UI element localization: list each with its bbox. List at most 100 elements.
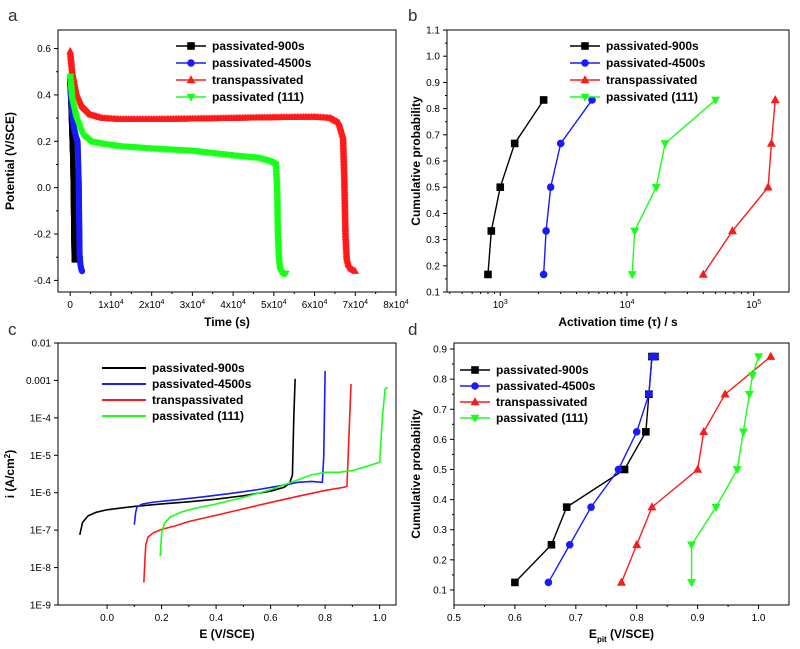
legend-marker xyxy=(470,397,480,406)
data-point xyxy=(496,183,505,191)
data-point xyxy=(487,227,496,235)
legend-marker xyxy=(580,93,590,102)
legend-label: passivated-4500s xyxy=(152,377,252,391)
legend: passivated-900s passivated-4500s transpass… xyxy=(460,363,596,425)
data-point xyxy=(642,428,650,436)
y-tick-label: 0.5 xyxy=(426,183,440,194)
x-tick-label: 104 xyxy=(619,299,634,311)
data-point xyxy=(754,353,764,362)
x-axis-label: E (V/SCE) xyxy=(199,627,254,641)
y-axis-ticks: 0.6 0.4 0.2 0.0 -0.2 -0.4 xyxy=(34,44,58,287)
x-tick-label: 0.4 xyxy=(209,613,223,624)
legend-label: passivated-4500s xyxy=(212,56,312,70)
series-line xyxy=(631,99,716,275)
x-tick-label: 0.9 xyxy=(691,613,705,624)
series-passivated-900s xyxy=(79,378,296,535)
x-tick-label: 105 xyxy=(746,299,761,311)
y-tick-label: 0.1 xyxy=(433,585,447,596)
y-axis-label: i (A/cm2) xyxy=(3,450,17,498)
data-point xyxy=(511,578,519,587)
data-point xyxy=(587,503,595,511)
y-tick-label: 0.1 xyxy=(426,288,440,299)
y-tick-label: 0.6 xyxy=(433,435,447,446)
x-tick-label: 6x104 xyxy=(302,299,328,311)
legend-label: transpassivated xyxy=(606,73,697,87)
legend-entry: transpassivated xyxy=(176,73,303,87)
y-tick-label: 0.5 xyxy=(433,465,447,476)
legend-marker xyxy=(471,366,479,374)
data-point xyxy=(542,227,550,235)
data-point xyxy=(484,270,492,279)
series-passivated-4500s xyxy=(544,352,659,587)
legend-marker xyxy=(470,414,480,423)
legend-entry: passivated-900s xyxy=(460,363,589,377)
plot-frame xyxy=(57,342,397,606)
x-tick-label: 8x104 xyxy=(383,299,409,311)
series-passivated-4500s xyxy=(133,370,326,525)
y-tick-label: 0.3 xyxy=(433,525,447,536)
series-passivated-900s xyxy=(484,96,548,279)
x-axis-ticks: 103 104 105 xyxy=(449,292,761,311)
y-tick-label: 0.8 xyxy=(426,104,440,115)
y-axis-ticks: 0.9 0.8 0.7 0.6 0.5 0.4 0.3 0.2 0.1 xyxy=(433,345,454,596)
x-tick-label: 4x104 xyxy=(220,299,246,311)
legend-label: passivated-900s xyxy=(606,39,699,53)
legend-label: passivated-4500s xyxy=(496,379,596,393)
x-tick-label: 1.0 xyxy=(752,613,766,624)
x-tick-label: 0.8 xyxy=(630,613,644,624)
data-point xyxy=(738,428,748,437)
x-tick-label: 0.8 xyxy=(318,613,332,624)
y-tick-label: 1E-8 xyxy=(30,563,52,574)
plot-area xyxy=(511,351,776,588)
data-point xyxy=(282,270,290,278)
legend-entry: passivated-4500s xyxy=(102,377,252,391)
y-tick-label: 1E-5 xyxy=(30,451,52,462)
panel-letter: b xyxy=(408,6,417,25)
data-point xyxy=(617,577,626,586)
data-point xyxy=(698,269,708,278)
legend-entry: passivated-900s xyxy=(570,39,699,53)
legend: passivated-900s passivated-4500s transpass… xyxy=(570,39,706,104)
data-point xyxy=(651,352,659,361)
legend-marker xyxy=(186,75,196,84)
data-point xyxy=(687,541,697,550)
y-tick-label: 0.7 xyxy=(433,405,447,416)
panel-b: b 103 104 105 1.1 1.0 0.9 0.8 0.7 0.6 0.5 0.4 0.3 0.2… xyxy=(408,6,790,329)
data-point xyxy=(660,140,670,149)
legend-marker xyxy=(186,93,196,102)
legend-label: passivated (111) xyxy=(606,90,698,104)
legend-entry: passivated (111) xyxy=(176,90,304,104)
data-point xyxy=(699,427,709,436)
x-tick-label: 2x104 xyxy=(139,299,165,311)
legend-marker xyxy=(581,59,589,67)
legend: passivated-900s passivated-4500s transpass… xyxy=(102,361,252,423)
data-point xyxy=(647,502,657,511)
series-transpassivated xyxy=(698,95,780,278)
y-tick-label: 1.0 xyxy=(426,52,440,63)
data-point xyxy=(627,271,637,280)
x-tick-label: 0.5 xyxy=(447,613,461,624)
legend: passivated-900s passivated-4500s transpass… xyxy=(176,39,312,104)
legend-entry: transpassivated xyxy=(102,393,243,407)
y-tick-label: -0.2 xyxy=(34,230,52,241)
y-tick-label: -0.4 xyxy=(34,276,52,287)
legend-marker xyxy=(187,59,195,67)
data-point xyxy=(539,96,548,104)
x-tick-label: 0.2 xyxy=(155,613,169,624)
data-point xyxy=(547,540,556,549)
series-passivated-111- xyxy=(66,73,290,278)
y-tick-label: 0.2 xyxy=(426,261,440,272)
legend-entry: passivated-4500s xyxy=(570,56,706,70)
legend-label: transpassivated xyxy=(496,395,587,409)
y-axis-label: Potential (V/SCE) xyxy=(3,112,17,210)
legend-entry: passivated-4500s xyxy=(460,379,596,393)
panel-letter: a xyxy=(8,6,18,25)
data-point xyxy=(556,139,565,148)
legend-label: passivated (111) xyxy=(212,90,304,104)
y-tick-label: 1E-6 xyxy=(30,488,52,499)
legend-marker xyxy=(187,42,195,50)
data-point xyxy=(651,183,661,193)
data-point xyxy=(71,256,78,263)
x-tick-label: 0.6 xyxy=(508,613,522,624)
